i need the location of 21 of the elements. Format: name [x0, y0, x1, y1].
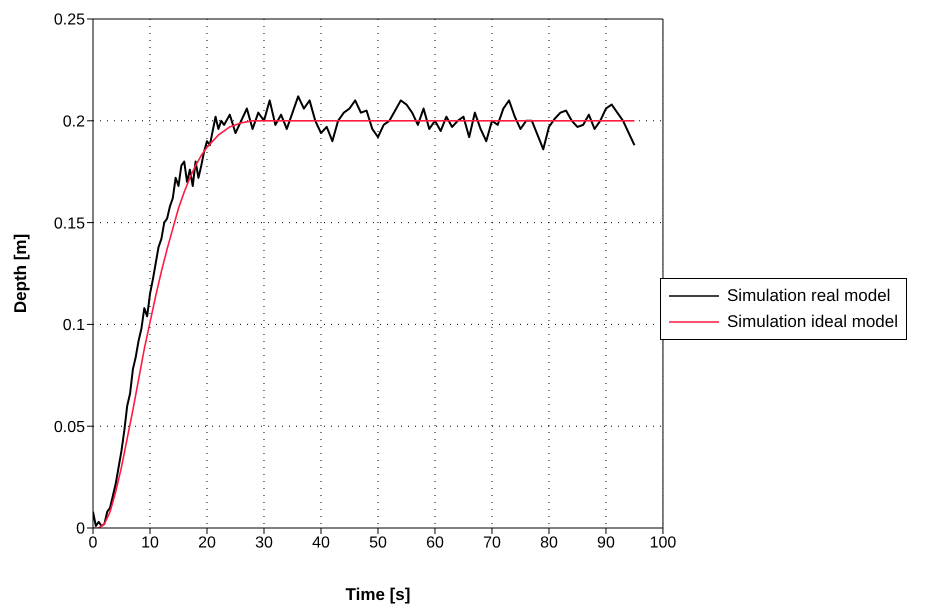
legend-label: Simulation real model [726, 285, 890, 307]
y-tick-label: 0.05 [54, 418, 86, 436]
x-axis-title: Time [s] [346, 585, 410, 604]
x-tick-label: 0 [88, 534, 98, 552]
y-tick-label: 0.15 [54, 215, 86, 232]
x-tick-label: 80 [540, 534, 558, 552]
y-tick-label: 0 [76, 520, 86, 538]
x-tick-label: 40 [312, 534, 330, 552]
x-tick-label: 20 [198, 534, 216, 552]
y-axis-title: Depth [m] [11, 234, 30, 314]
x-tick-label: 70 [483, 534, 501, 552]
y-tick-label: 0.25 [54, 12, 86, 29]
x-tick-label: 50 [369, 534, 387, 552]
y-tick-label: 0.1 [62, 317, 86, 334]
x-tick-label: 60 [426, 534, 444, 552]
x-tick-label: 100 [650, 534, 676, 552]
x-tick-label: 90 [597, 534, 615, 552]
y-tick-label: 0.2 [62, 113, 86, 130]
x-tick-label: 30 [255, 534, 273, 552]
x-tick-label: 10 [141, 534, 159, 552]
legend-label: Simulation ideal model [726, 311, 898, 333]
